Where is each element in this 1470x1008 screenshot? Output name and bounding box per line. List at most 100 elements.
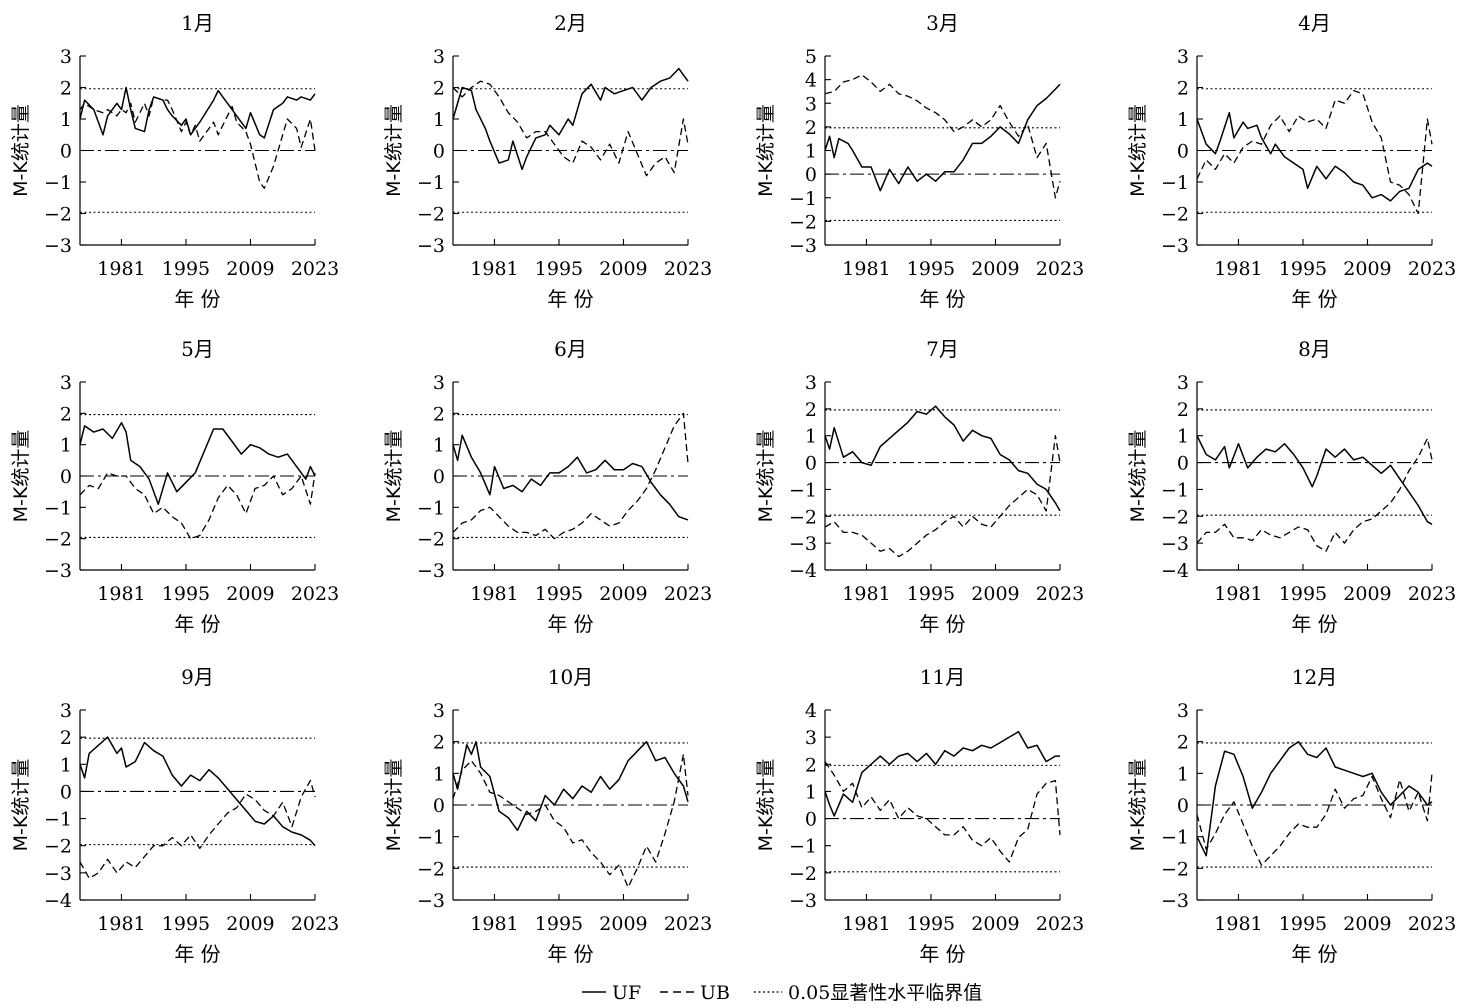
series-uf-line <box>824 83 1061 192</box>
y-tick-label: −3 <box>1161 533 1189 555</box>
y-tick-label: −1 <box>1161 172 1189 194</box>
legend: UF UB 0.05显著性水平临界值 <box>582 982 982 1004</box>
y-tick-label: 0 <box>805 164 817 186</box>
y-tick-label: −1 <box>417 827 445 849</box>
series-ub-line <box>452 412 689 540</box>
y-tick-label: 1 <box>1177 109 1189 131</box>
y-tick-label: 3 <box>60 372 72 394</box>
x-tick-label: 1981 <box>842 583 890 605</box>
y-tick-label: 1 <box>60 754 72 776</box>
x-tick-label: 2009 <box>226 583 274 605</box>
y-tick-label: 1 <box>805 781 817 803</box>
x-tick-label: 2023 <box>1036 583 1084 605</box>
y-tick-label: 3 <box>433 700 445 722</box>
y-tick-label: 3 <box>60 46 72 68</box>
x-tick-label: 2023 <box>291 913 339 935</box>
y-tick-label: 1 <box>805 426 817 448</box>
y-tick-label: 1 <box>805 141 817 163</box>
y-axis-label: M-K统计量 <box>1127 104 1149 197</box>
series-ub-line <box>1196 437 1433 552</box>
y-tick-label: 1 <box>60 109 72 131</box>
x-axis-label: 年 份 <box>174 612 220 636</box>
y-tick-label: −3 <box>44 235 72 257</box>
y-tick-label: −1 <box>1161 827 1189 849</box>
x-axis-label: 年 份 <box>1291 942 1337 966</box>
y-tick-label: 3 <box>60 700 72 722</box>
x-tick-label: 1995 <box>907 913 955 935</box>
x-tick-label: 1981 <box>470 583 518 605</box>
y-tick-label: 2 <box>1177 399 1189 421</box>
y-tick-label: 1 <box>1177 426 1189 448</box>
y-axis-label: M-K统计量 <box>10 104 32 197</box>
y-tick-label: 0 <box>60 141 72 163</box>
y-tick-label: 2 <box>433 78 445 100</box>
y-tick-label: −2 <box>789 506 817 528</box>
y-tick-label: 4 <box>805 700 817 722</box>
series-uf-line <box>452 67 689 171</box>
y-tick-label: 3 <box>1177 700 1189 722</box>
y-tick-label: −3 <box>417 890 445 912</box>
panel-10: 10月 3 2 1 0 −1 −2 −3 1981 1995 2009 2023 年 份 M-K统计量 <box>383 665 712 966</box>
x-tick-label: 1981 <box>97 258 145 280</box>
panel-1: 1月 3 2 1 0 −1 −2 −3 1981 1995 2009 2023 年 份 M-K统计量 <box>10 11 339 311</box>
panel-7: 7月 3 2 1 0 −1 −2 −3 −4 1981 1995 2009 2023 年 份 M-K统计量 <box>755 337 1084 636</box>
x-axis-label: 年 份 <box>547 612 593 636</box>
y-tick-label: −2 <box>44 204 72 226</box>
y-axis-label: M-K统计量 <box>383 430 405 523</box>
series-ub-line <box>1196 773 1433 866</box>
x-tick-label: 1995 <box>1279 913 1327 935</box>
y-axis-label: M-K统计量 <box>383 759 405 852</box>
series-ub-line <box>824 761 1061 863</box>
x-tick-label: 1981 <box>470 913 518 935</box>
legend-uf-label: UF <box>612 982 641 1004</box>
panel-5: 5月 3 2 1 0 −1 −2 −3 1981 1995 2009 2023 年 份 M-K统计量 <box>10 337 339 636</box>
y-tick-label: 3 <box>433 46 445 68</box>
x-tick-label: 2009 <box>599 913 647 935</box>
series-uf-line <box>824 405 1061 512</box>
y-tick-label: 3 <box>805 372 817 394</box>
x-tick-label: 1995 <box>1279 258 1327 280</box>
y-tick-label: 0 <box>805 453 817 475</box>
y-tick-label: −2 <box>789 211 817 233</box>
x-tick-label: 1995 <box>162 913 210 935</box>
y-tick-label: 0 <box>1177 795 1189 817</box>
panel-title: 10月 <box>548 665 593 689</box>
y-tick-label: −1 <box>417 172 445 194</box>
y-tick-label: −1 <box>789 188 817 210</box>
x-tick-label: 1995 <box>907 258 955 280</box>
x-axis-label: 年 份 <box>174 287 220 311</box>
panel-title: 6月 <box>554 337 587 361</box>
panel-4: 4月 3 2 1 0 −1 −2 −3 1981 1995 2009 2023 年 份 M-K统计量 <box>1127 11 1456 311</box>
y-tick-label: 3 <box>805 93 817 115</box>
series-ub-line <box>79 96 316 189</box>
x-tick-label: 2009 <box>971 258 1019 280</box>
x-tick-label: 2009 <box>599 258 647 280</box>
y-tick-label: −2 <box>44 529 72 551</box>
x-tick-label: 2023 <box>1408 583 1456 605</box>
y-axis-label: M-K统计量 <box>10 759 32 852</box>
y-axis-label: M-K统计量 <box>755 759 777 852</box>
series-ub-line <box>79 472 316 540</box>
y-tick-label: 2 <box>433 403 445 425</box>
y-tick-label: −2 <box>417 204 445 226</box>
y-tick-label: 2 <box>1177 732 1189 754</box>
y-tick-label: −3 <box>789 235 817 257</box>
panel-2: 2月 3 2 1 0 −1 −2 −3 1981 1995 2009 2023 年 份 M-K统计量 <box>383 11 712 311</box>
y-tick-label: −2 <box>417 858 445 880</box>
x-tick-label: 2023 <box>1408 258 1456 280</box>
panel-title: 1月 <box>181 11 214 35</box>
y-tick-label: 2 <box>805 117 817 139</box>
x-tick-label: 2023 <box>664 913 712 935</box>
y-tick-label: −1 <box>44 497 72 519</box>
x-tick-label: 2023 <box>1036 258 1084 280</box>
legend-ub-label: UB <box>700 982 730 1004</box>
series-ub-line <box>1196 89 1433 215</box>
x-axis-label: 年 份 <box>1291 612 1337 636</box>
panel-title: 7月 <box>926 337 959 361</box>
panel-8: 8月 3 2 1 0 −1 −2 −3 −4 1981 1995 2009 2023 年 份 M-K统计量 <box>1127 337 1456 636</box>
x-tick-label: 1995 <box>535 583 583 605</box>
y-tick-label: −4 <box>44 890 72 912</box>
panel-title: 11月 <box>920 665 965 689</box>
y-tick-label: −3 <box>44 560 72 582</box>
